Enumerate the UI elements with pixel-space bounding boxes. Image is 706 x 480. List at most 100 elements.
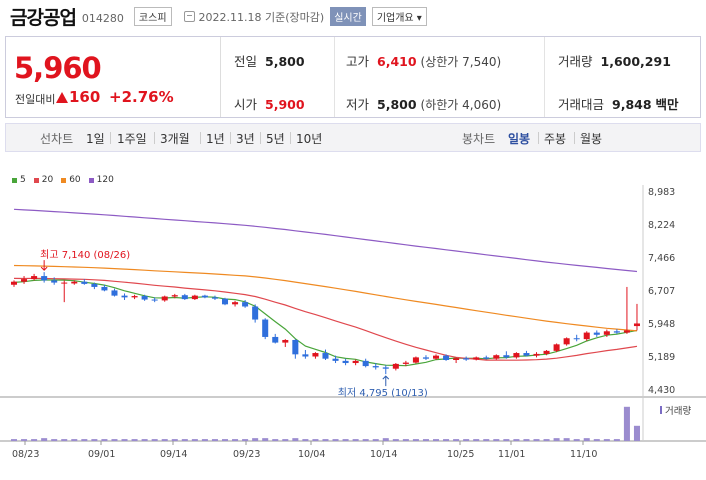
period-1w[interactable]: 1주일 — [117, 132, 147, 146]
volume-bar — [131, 439, 138, 441]
volume-bar — [181, 439, 188, 441]
period-1y[interactable]: 1년 — [206, 132, 225, 146]
candle-body — [201, 295, 208, 298]
amount-value: 9,848 — [612, 97, 652, 112]
candle-body — [71, 281, 78, 284]
x-tick-label: 08/23 — [12, 449, 39, 460]
current-price-block: 5,960 전일대비 160 +2.76% — [6, 37, 221, 117]
open-label: 시가 — [234, 97, 258, 112]
ma120-line — [13, 208, 638, 273]
high-label: 고가 — [346, 54, 370, 69]
volume-bar — [81, 439, 88, 441]
volume-bar — [151, 439, 158, 441]
candle-body — [543, 350, 550, 354]
candle-body — [382, 367, 389, 369]
period-3m[interactable]: 3개월 — [160, 132, 190, 146]
period-10y[interactable]: 10년 — [296, 132, 323, 146]
candle-body — [463, 358, 470, 360]
change-value: 160 — [69, 88, 101, 106]
company-overview-button[interactable]: 기업개요 ▾ — [371, 7, 427, 26]
y-tick-label: 8,224 — [648, 220, 675, 231]
high-price: 고가 6,410 (상한가 7,540) — [346, 51, 501, 70]
y-tick-label: 6,707 — [648, 286, 675, 297]
volume: 거래량 1,600,291 — [558, 51, 671, 70]
candle-body — [583, 332, 590, 340]
volume-label: 거래량 — [558, 54, 593, 69]
legend-ma120[interactable]: 120 — [88, 175, 114, 185]
volume-bar — [543, 439, 550, 441]
candle-body — [252, 306, 259, 320]
candle-body — [623, 330, 630, 333]
volume-bar — [21, 439, 28, 441]
volume-bar — [523, 439, 530, 441]
legend-ma5[interactable]: 5 — [12, 175, 26, 185]
volume-bar — [121, 439, 128, 441]
candle-body — [41, 276, 48, 281]
legend-ma20[interactable]: 20 — [33, 175, 53, 185]
candle-body — [10, 281, 18, 285]
amount-unit: 백만 — [655, 97, 679, 112]
period-monthly-candle[interactable]: 월봉 — [580, 132, 603, 146]
low-arrow — [382, 375, 390, 387]
volume-bar — [402, 439, 409, 441]
x-tick-label: 09/14 — [160, 449, 187, 460]
y-tick-label: 5,189 — [648, 352, 675, 363]
up-triangle-icon — [56, 92, 68, 103]
period-1d[interactable]: 1일 — [86, 132, 105, 146]
x-tick-label: 11/01 — [498, 449, 525, 460]
candle-body — [352, 360, 359, 364]
candle-body — [483, 357, 490, 359]
ma-legend: 5 20 60 120 — [12, 175, 114, 185]
volume-bar — [382, 438, 389, 441]
volume-bar — [433, 439, 440, 441]
ma20-line — [13, 277, 638, 361]
low-label: 저가 — [346, 97, 370, 112]
candle-body — [191, 295, 198, 300]
prev-close-value: 5,800 — [265, 54, 305, 69]
volume-bar — [633, 425, 640, 441]
candle-body — [422, 357, 429, 359]
candle-body — [161, 296, 168, 301]
change-percent: +2.76% — [109, 88, 174, 106]
low-price: 저가 5,800 (하한가 4,060) — [346, 94, 501, 113]
candle-body — [242, 302, 249, 307]
high-annotation: 최고 7,140 (08/26) — [40, 249, 130, 261]
volume-bar — [211, 439, 218, 441]
x-tick-label: 10/04 — [298, 449, 325, 460]
realtime-button[interactable]: 실시간 — [330, 7, 366, 26]
volume-bar — [91, 439, 98, 441]
y-tick-label: 4,430 — [648, 385, 675, 396]
volume-bar — [473, 439, 480, 441]
volume-bar — [513, 439, 520, 441]
ma60-line — [13, 264, 638, 332]
volume-bar — [10, 439, 18, 441]
candle-body — [282, 339, 289, 343]
volume-bar — [463, 439, 470, 441]
volume-bar — [141, 439, 148, 441]
legend-ma60[interactable]: 60 — [61, 175, 81, 185]
volume-bar — [483, 439, 490, 441]
open-price: 시가 5,900 — [234, 94, 305, 113]
candle-body — [563, 338, 570, 345]
period-3y[interactable]: 3년 — [236, 132, 255, 146]
candle-body — [412, 357, 419, 363]
candle-chart-label: 봉차트 — [462, 132, 496, 146]
volume-bar — [332, 439, 339, 441]
candle-body — [402, 362, 409, 364]
period-daily-candle[interactable]: 일봉 — [508, 132, 531, 146]
volume-bar — [161, 439, 168, 441]
volume-bar — [252, 438, 259, 441]
period-5y[interactable]: 5년 — [266, 132, 285, 146]
candle-body — [332, 358, 339, 361]
candle-body — [573, 338, 580, 340]
candle-body — [51, 280, 58, 283]
candle-body — [433, 355, 440, 359]
candle-body — [533, 353, 540, 356]
x-tick-label: 10/25 — [447, 449, 474, 460]
line-chart-label: 선차트 — [40, 132, 74, 146]
volume-bar — [191, 439, 198, 441]
candle-body — [21, 279, 28, 282]
candle-body — [211, 297, 218, 299]
period-weekly-candle[interactable]: 주봉 — [544, 132, 567, 146]
